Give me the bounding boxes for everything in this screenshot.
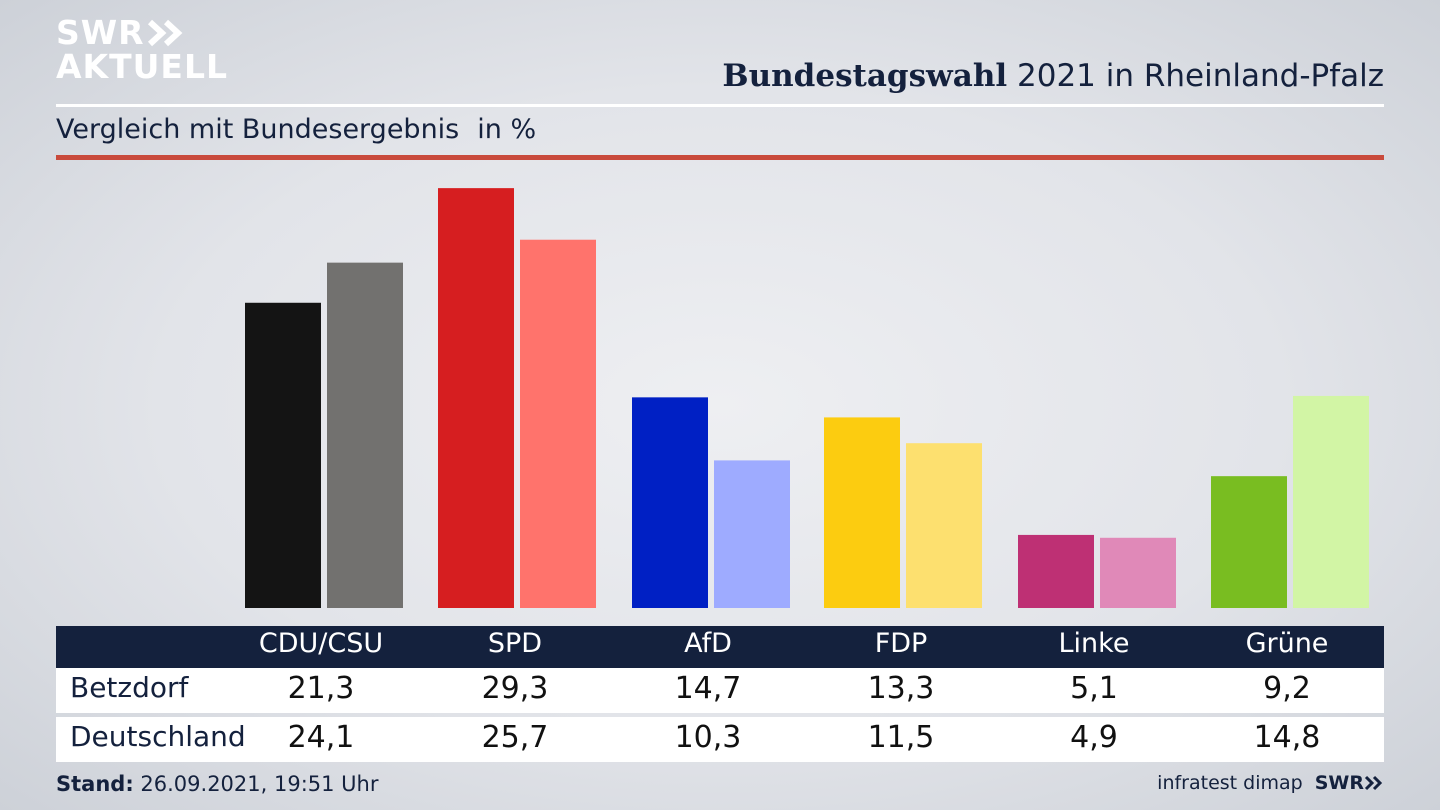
double-chevron-icon	[1364, 775, 1383, 791]
table-header-row: CDU/CSU SPD AfD FDP Linke Grüne	[56, 626, 1384, 668]
bar-deutschland-fdp	[906, 443, 982, 608]
value-label: 24,1	[287, 720, 355, 755]
value-label: 4,9	[1070, 720, 1118, 755]
category-label: AfD	[684, 628, 732, 659]
subtitle-divider	[56, 155, 1384, 160]
value-label: 14,7	[674, 671, 742, 706]
stand-label: Stand:	[56, 772, 134, 796]
category-label: Linke	[1058, 628, 1130, 659]
logo-line1: SWR	[56, 13, 145, 52]
bar-betzdorf-grne	[1211, 476, 1287, 608]
category-label: Grüne	[1245, 628, 1329, 659]
page-title: Bundestagswahl 2021 in Rheinland-Pfalz	[722, 58, 1384, 94]
brand-label: SWR	[1314, 772, 1364, 794]
series-label: Deutschland	[70, 720, 246, 753]
double-chevron-icon	[147, 19, 183, 47]
value-label: 13,3	[867, 671, 935, 706]
timestamp: Stand: 26.09.2021, 19:51 Uhr	[56, 772, 379, 796]
value-label: 10,3	[674, 720, 742, 755]
bar-deutschland-cducsu	[327, 262, 403, 608]
value-label: 14,8	[1253, 720, 1321, 755]
category-label: SPD	[487, 628, 543, 659]
value-label: 9,2	[1263, 671, 1311, 706]
subtitle: Vergleich mit Bundesergebnis in %	[56, 114, 536, 145]
swr-footer-logo: SWR	[1315, 772, 1384, 794]
bar-deutschland-linke	[1100, 537, 1176, 608]
bar-betzdorf-linke	[1018, 534, 1094, 608]
results-table: CDU/CSU SPD AfD FDP Linke Grüne Betzdorf…	[56, 626, 1384, 762]
title-divider	[56, 104, 1384, 107]
swr-aktuell-logo: SWR AKTUELL	[56, 16, 228, 84]
subtitle-text: Vergleich mit Bundesergebnis	[56, 114, 460, 145]
bar-betzdorf-spd	[438, 188, 514, 609]
value-label: 29,3	[481, 671, 549, 706]
bar-betzdorf-cducsu	[245, 302, 321, 608]
table-row-deutschland: Deutschland 24,1 25,7 10,3 11,5 4,9 14,8	[56, 717, 1384, 762]
series-label: Betzdorf	[70, 671, 189, 704]
category-label: FDP	[874, 628, 928, 659]
title-rest: 2021 in Rheinland-Pfalz	[1007, 58, 1384, 94]
value-label: 21,3	[287, 671, 355, 706]
source-label: infratest dimap	[1157, 772, 1303, 794]
table-row-betzdorf: Betzdorf 21,3 29,3 14,7 13,3 5,1 9,2	[56, 668, 1384, 713]
value-label: 25,7	[481, 720, 549, 755]
source-credit: infratest dimap SWR	[1157, 772, 1384, 794]
bar-deutschland-grne	[1293, 395, 1369, 608]
bar-chart	[245, 188, 1369, 609]
logo-line2: AKTUELL	[56, 47, 229, 86]
value-label: 5,1	[1070, 671, 1118, 706]
bar-deutschland-spd	[520, 239, 596, 608]
bar-betzdorf-afd	[632, 397, 708, 608]
bar-deutschland-afd	[714, 460, 790, 608]
title-bold: Bundestagswahl	[722, 58, 1008, 94]
value-label: 11,5	[867, 720, 935, 755]
category-label: CDU/CSU	[258, 628, 384, 659]
stand-value: 26.09.2021, 19:51 Uhr	[133, 772, 379, 796]
bar-betzdorf-fdp	[824, 417, 900, 608]
unit-label: in %	[477, 114, 537, 145]
